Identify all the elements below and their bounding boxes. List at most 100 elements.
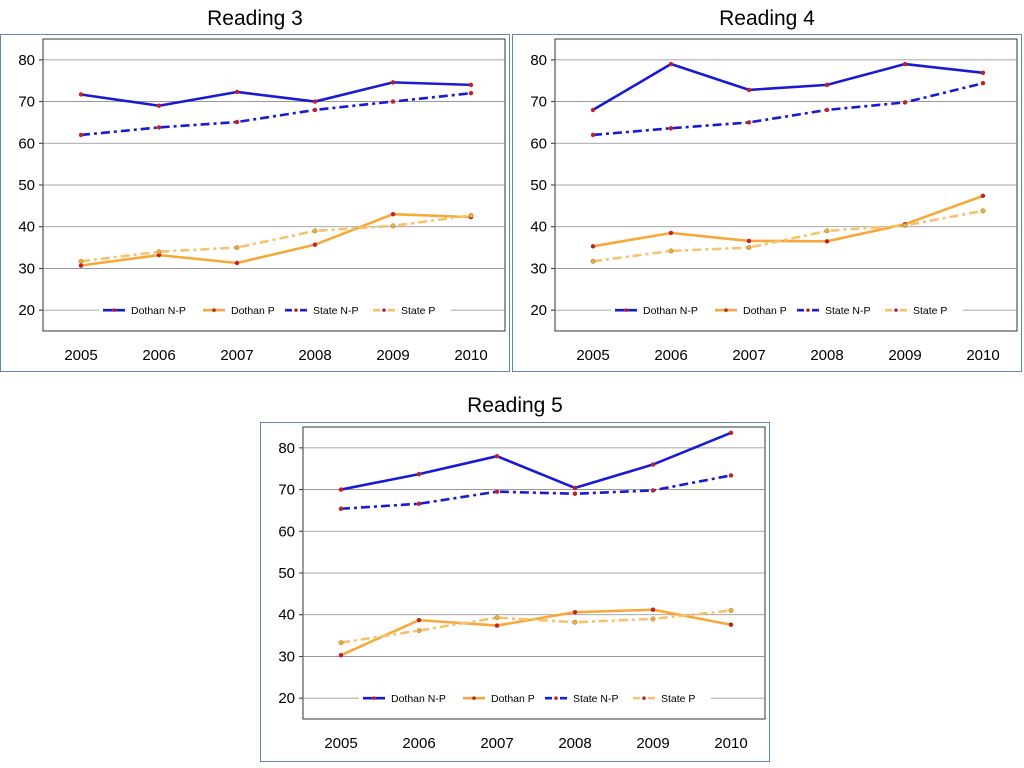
x-tick-label: 2008 <box>298 347 331 364</box>
data-point <box>728 608 734 613</box>
data-point <box>668 248 674 254</box>
x-tick-label: 2007 <box>480 735 513 752</box>
data-point <box>312 228 318 234</box>
x-tick-label: 2009 <box>376 347 409 364</box>
legend-label: Dothan P <box>743 305 787 317</box>
chart-reading-4: 20 30 40 50 60 70 80 2005 2006 2007 2008 2009 2010 Do… <box>530 38 1018 364</box>
data-point <box>590 258 596 264</box>
data-point <box>390 80 396 85</box>
x-tick-label: 2008 <box>810 347 843 364</box>
y-tick-label: 40 <box>18 219 35 236</box>
chart-title-reading-4: Reading 4 <box>719 7 815 30</box>
legend-item: State N-P <box>797 305 871 317</box>
data-point <box>156 103 162 108</box>
legend-background <box>99 302 451 319</box>
data-point <box>156 252 162 258</box>
data-point <box>668 126 674 131</box>
legend-marker <box>806 308 810 312</box>
data-point <box>156 125 162 130</box>
y-tick-label: 20 <box>530 302 547 319</box>
y-tick-label: 80 <box>278 440 295 457</box>
x-tick-label: 2005 <box>576 347 609 364</box>
legend-marker <box>212 308 216 312</box>
y-tick-label: 30 <box>278 648 295 665</box>
y-tick-label: 70 <box>18 94 35 111</box>
legend-label: Dothan P <box>231 305 275 317</box>
data-point <box>668 230 674 236</box>
data-point <box>78 132 84 138</box>
legend-label: State N-P <box>313 305 359 317</box>
chart-frame-reading-4: 20 30 40 50 60 70 80 2005 2006 2007 2008 2009 2010 Do… <box>512 34 1022 372</box>
data-point <box>494 615 500 621</box>
data-point <box>338 506 344 511</box>
legend-item: Dothan N-P <box>363 693 446 705</box>
y-tick-label: 30 <box>18 260 35 277</box>
data-point <box>468 91 474 96</box>
x-tick-label: 2009 <box>888 347 921 364</box>
y-tick-label: 20 <box>278 690 295 707</box>
data-point <box>234 89 240 95</box>
series-line-state-n-p <box>592 81 984 137</box>
legend-marker <box>894 308 898 312</box>
x-tick-label: 2008 <box>558 735 591 752</box>
y-tick-label: 20 <box>18 302 35 319</box>
series-line-dothan-p <box>340 608 732 657</box>
legend-marker <box>112 308 116 312</box>
data-point <box>572 485 578 491</box>
chart-title-reading-5: Reading 5 <box>467 394 563 417</box>
legend-label: State N-P <box>825 305 871 317</box>
series-line-state-n-p <box>80 91 472 137</box>
data-point <box>590 107 596 113</box>
data-point <box>572 491 578 496</box>
chart-frame-reading-3: 20 30 40 50 60 70 80 2005 2006 2007 2008 2009 2010 Do… <box>0 34 510 372</box>
data-point <box>824 228 830 234</box>
x-tick-label: 2010 <box>714 735 747 752</box>
data-point <box>494 623 500 628</box>
x-tick-label: 2005 <box>324 735 357 752</box>
legend-item: Dothan P <box>463 693 535 705</box>
data-point <box>468 213 474 218</box>
data-point <box>728 430 734 436</box>
legend-label: Dothan N-P <box>643 305 698 317</box>
data-point <box>824 239 830 244</box>
data-point <box>746 120 752 125</box>
data-point <box>338 652 344 658</box>
y-tick-label: 80 <box>18 52 35 69</box>
data-point <box>390 99 396 104</box>
data-point <box>902 223 908 228</box>
data-point <box>78 263 84 268</box>
y-tick-label: 30 <box>530 260 547 277</box>
legend-item: Dothan P <box>715 305 787 317</box>
data-point <box>590 244 596 249</box>
data-point <box>746 87 752 93</box>
legend-item: State N-P <box>545 693 619 705</box>
data-point <box>234 260 240 266</box>
data-point <box>902 100 908 105</box>
data-point <box>494 454 500 459</box>
legend-item: Dothan P <box>203 305 275 317</box>
y-tick-label: 70 <box>278 482 295 499</box>
data-point <box>902 61 908 67</box>
data-point <box>572 619 578 625</box>
y-tick-label: 40 <box>530 219 547 236</box>
data-point <box>572 610 578 615</box>
data-point <box>746 238 752 244</box>
y-tick-label: 70 <box>530 94 547 111</box>
x-tick-label: 2010 <box>454 347 487 364</box>
y-tick-label: 50 <box>530 177 547 194</box>
legend-item: State P <box>885 305 947 317</box>
data-point <box>746 245 752 251</box>
x-tick-label: 2006 <box>142 347 175 364</box>
series-line-state-p <box>340 609 732 644</box>
series-line-dothan-p <box>592 194 984 248</box>
data-point <box>468 82 474 88</box>
legend-marker <box>294 308 298 312</box>
data-point <box>390 223 396 229</box>
data-point <box>980 70 986 75</box>
legend-label: Dothan N-P <box>391 693 446 705</box>
y-tick-label: 60 <box>530 135 547 152</box>
data-point <box>312 99 318 104</box>
data-point <box>650 616 656 622</box>
series-line-dothan-p <box>80 212 472 267</box>
legend-marker <box>554 696 558 700</box>
